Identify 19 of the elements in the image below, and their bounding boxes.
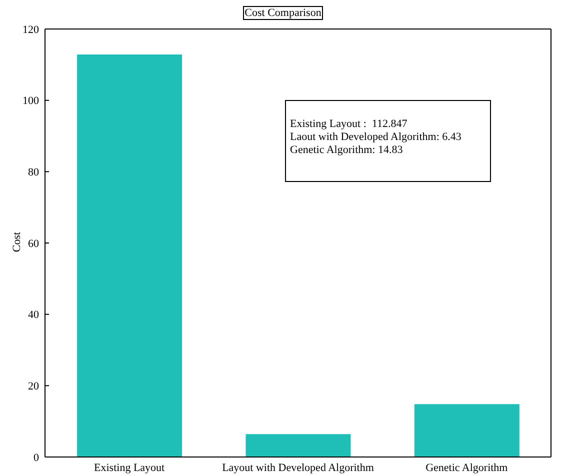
x-tick-label: Layout with Developed Algorithm — [222, 462, 374, 474]
y-tick-label: 120 — [22, 24, 40, 36]
y-tick-label: 100 — [22, 95, 40, 108]
bar — [414, 404, 520, 457]
text-box: Existing Layout : 112.847 Laout with Developed Algorithm: 6.43 Genetic Algorithm: 14.83 — [285, 100, 491, 182]
bar — [246, 434, 351, 457]
x-tick-label: Genetic Algorithm — [426, 462, 508, 474]
annotation: Laout with Developed Algorithm: 6.43 — [290, 131, 462, 144]
y-tick-label: 20 — [28, 380, 40, 393]
x-tick-label: Existing Layout — [94, 462, 165, 474]
y-axis-title: Cost — [11, 230, 23, 254]
annotation: Existing Layout : 112.847 — [290, 118, 408, 131]
y-tick-label: 60 — [28, 238, 40, 250]
chart-title: Cost Comparison — [242, 6, 324, 20]
y-tick-label: 40 — [28, 309, 40, 322]
y-tick-label: 80 — [28, 166, 40, 179]
bar — [77, 54, 182, 457]
y-tick-label: 0 — [34, 452, 40, 464]
annotation: Genetic Algorithm: 14.83 — [290, 144, 404, 157]
